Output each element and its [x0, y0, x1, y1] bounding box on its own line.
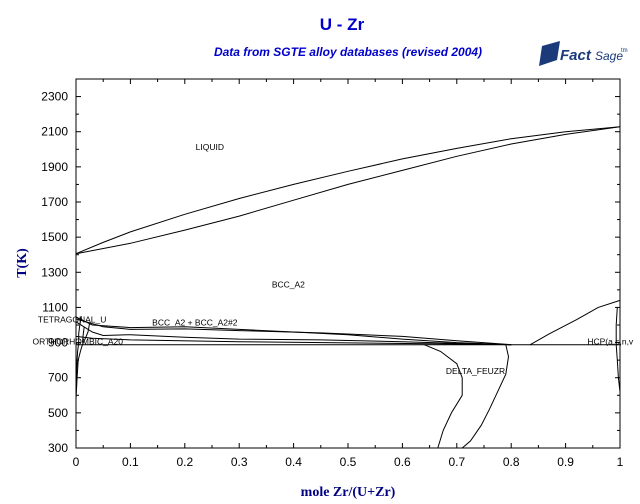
plot-frame [75, 78, 621, 449]
x-tick-label: 0.1 [122, 455, 139, 469]
phase-boundary-2 [75, 126, 621, 255]
y-tick-label: 2100 [41, 125, 68, 139]
phase-boundary-4 [75, 318, 512, 346]
phase-boundary-5 [75, 321, 512, 346]
phase-boundary-6 [75, 335, 512, 346]
phase-boundary-10 [82, 326, 85, 343]
y-tick-label: 1700 [41, 195, 68, 209]
x-tick-label: 0.5 [340, 455, 357, 469]
x-tick-label: 0.9 [557, 455, 574, 469]
x-tick-label: 0.8 [503, 455, 520, 469]
y-axis-ticks: 300 500 700 900 1100 1300 1500 1700 1900 2100 2300 [41, 90, 620, 455]
logo-sage: Sage [595, 49, 623, 63]
x-tick-label: 0.3 [231, 455, 248, 469]
logo-tm: tm [621, 48, 628, 54]
x-tick-label: 0 [73, 455, 80, 469]
y-tick-label: 1300 [41, 265, 68, 279]
phase-boundary-1 [75, 126, 621, 255]
phase-boundaries [75, 126, 621, 449]
y-tick-label: 700 [48, 371, 68, 385]
region-label: LIQUID [196, 142, 224, 152]
y-tick-label: 1100 [42, 300, 68, 314]
phase-boundary-14 [615, 307, 621, 392]
chart-title: U - Zr [320, 15, 365, 34]
y-tick-label: 300 [48, 441, 68, 455]
y-tick-label: 1500 [41, 230, 68, 244]
y-tick-label: 2300 [41, 90, 68, 104]
phase-boundary-9 [75, 323, 91, 399]
phase-boundary-12 [461, 344, 510, 449]
region-label: BCC_A2 + BCC_A2#2 [152, 317, 238, 327]
x-tick-label: 0.7 [448, 455, 465, 469]
region-labels: LIQUID BCC_A2 TETRAGONAL_U BCC_A2 + BCC_A2#… [32, 142, 633, 376]
y-tick-label: 900 [48, 336, 68, 350]
phase-boundary-3 [75, 316, 512, 346]
x-tick-label: 0.4 [285, 455, 302, 469]
x-axis-ticks: 0 0.1 0.2 0.3 0.4 0.5 0.6 0.7 0.8 0.9 1 [73, 79, 624, 469]
y-tick-label: 500 [48, 406, 68, 420]
region-label: DELTA_FEUZR [446, 366, 505, 376]
region-label: TETRAGONAL_U [38, 315, 107, 325]
region-label: ORTHORHOMBIC_A20 [32, 336, 123, 346]
phase-boundary-11 [424, 344, 463, 449]
region-label: HCP(a,s,n,v [587, 336, 634, 346]
x-tick-label: 0.2 [176, 455, 193, 469]
y-tick-label: 1900 [41, 160, 68, 174]
phase-boundary-8 [75, 316, 82, 396]
x-tick-label: 0.6 [394, 455, 411, 469]
logo-fact: Fact [560, 47, 592, 64]
logo-mark-icon [539, 41, 560, 66]
chart-subtitle: Data from SGTE alloy databases (revised … [214, 45, 482, 59]
y-axis-label: T(K) [15, 248, 30, 278]
x-tick-label: 1 [617, 455, 624, 469]
region-label: BCC_A2 [272, 280, 305, 290]
x-axis-label: mole Zr/(U+Zr) [301, 485, 396, 500]
factsage-logo: Fact Sage tm [539, 41, 628, 66]
phase-boundary-13 [529, 299, 621, 346]
